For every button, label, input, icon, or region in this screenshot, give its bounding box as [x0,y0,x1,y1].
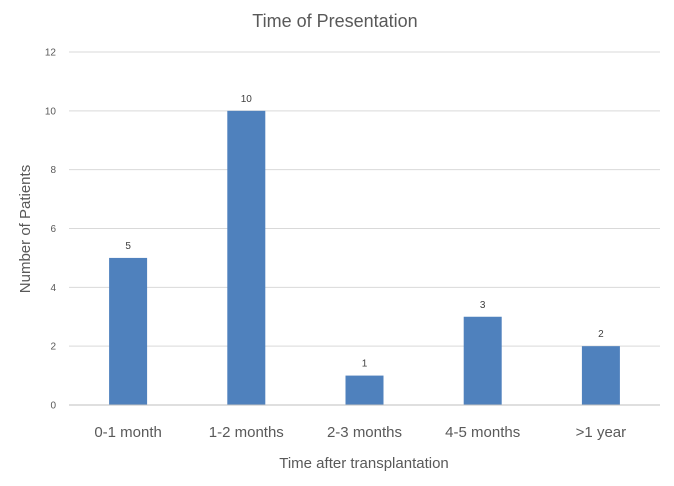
x-axis-ticks: 0-1 month 1-2 months 2-3 months 4-5 months >… [94,424,626,441]
bar [581,346,620,405]
gridlines [69,51,660,347]
data-labels: 5 10 1 3 2 [125,94,604,370]
bar [109,257,148,405]
data-label: 10 [241,94,253,105]
y-tick-label: 2 [50,342,56,353]
bar [227,110,266,405]
bar [463,316,502,405]
y-tick-label: 4 [50,283,56,294]
data-label: 1 [362,359,368,370]
y-tick-label: 10 [45,106,57,117]
data-label: 2 [598,329,604,340]
data-label: 5 [125,241,131,252]
x-tick-label: >1 year [576,424,626,441]
x-tick-label: 2-3 months [327,424,402,441]
x-tick-label: 4-5 months [445,424,520,441]
y-axis-title: Number of Patients [17,165,34,293]
y-tick-label: 0 [50,401,56,412]
bars [109,110,620,405]
y-tick-label: 8 [50,165,56,176]
bar [345,375,384,405]
x-axis-title: Time after transplantation [279,455,449,472]
data-label: 3 [480,300,486,311]
x-tick-label: 0-1 month [94,424,162,441]
y-tick-label: 6 [50,224,56,235]
x-tick-label: 1-2 months [209,424,284,441]
y-axis-ticks: 0 2 4 6 8 10 12 [45,48,57,412]
y-tick-label: 12 [45,48,57,59]
chart-title: Time of Presentation [252,11,417,31]
